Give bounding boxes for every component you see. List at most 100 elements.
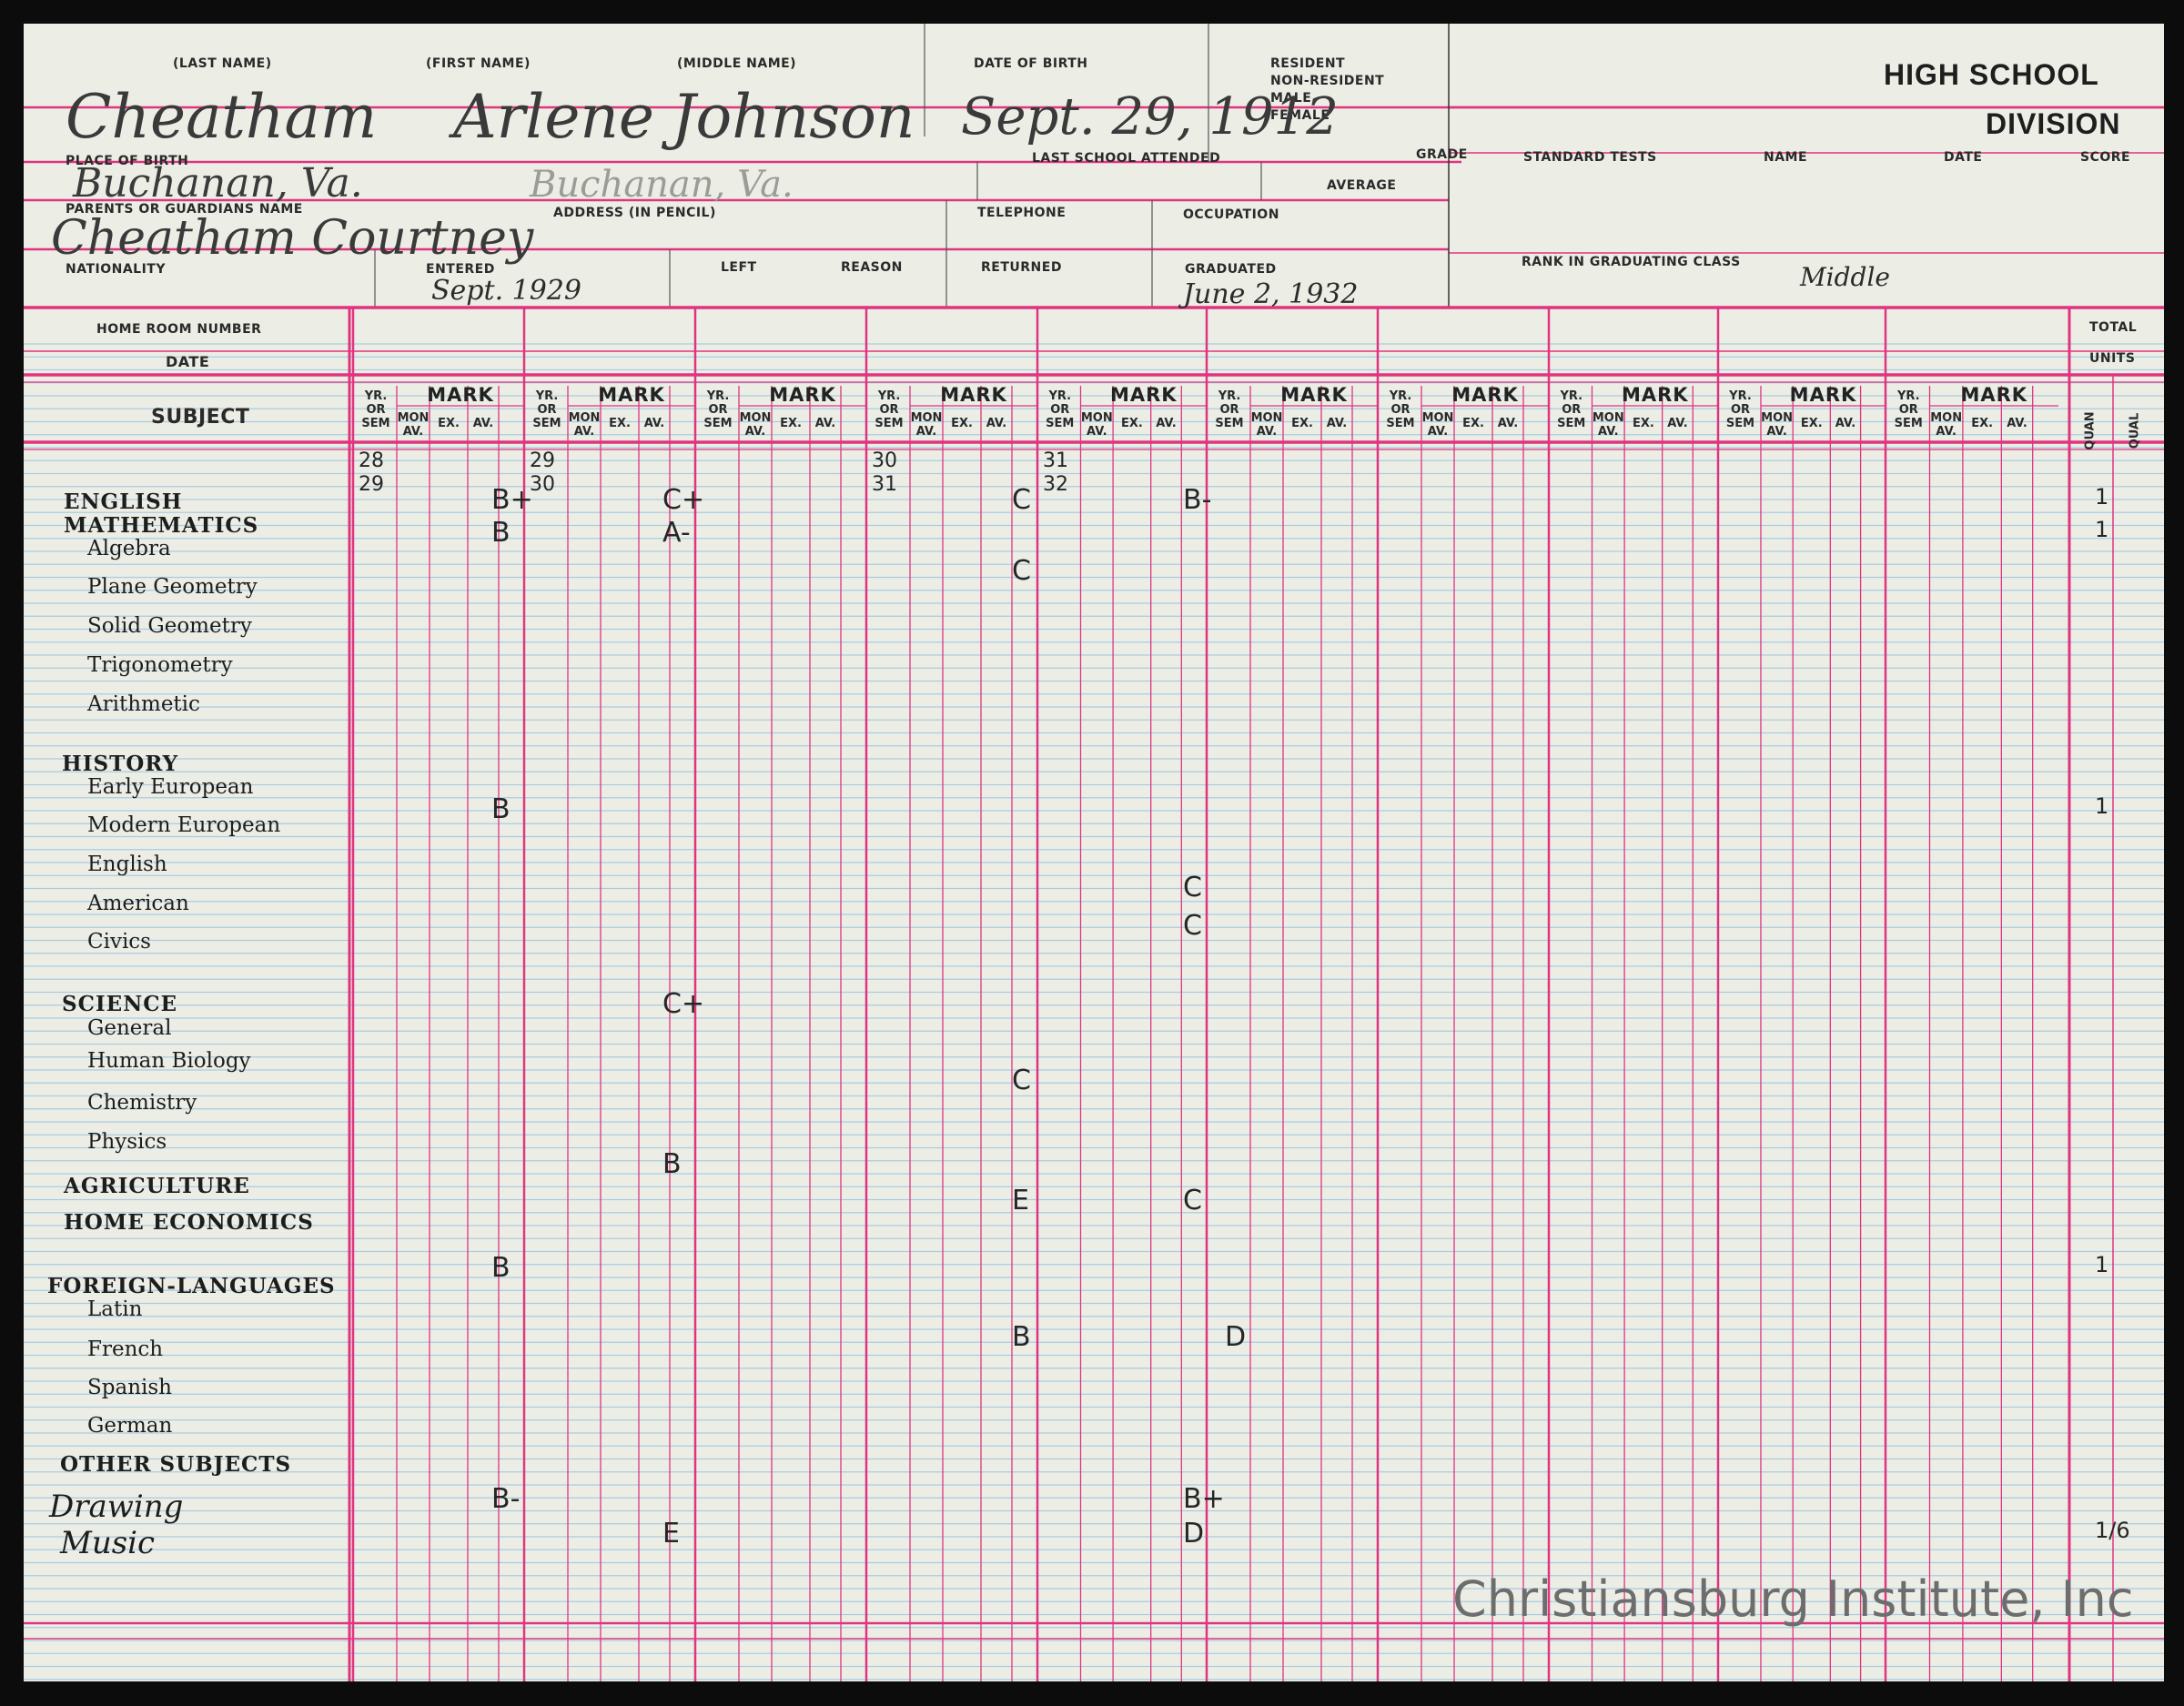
address-value: Buchanan, Va. <box>530 164 794 206</box>
left-label: LEFT <box>721 260 757 275</box>
first-name-value: Arlene <box>453 82 654 152</box>
grade-mark: C <box>1183 910 1202 942</box>
av-label: AV. <box>986 417 1007 430</box>
grade-mark: D <box>1183 1518 1205 1550</box>
subject-header-label: SUBJECT <box>151 406 250 429</box>
yr-sem-label: YR. OR SEM <box>1215 389 1244 430</box>
grade-mark: B+ <box>491 484 533 516</box>
mon-av-label: MON AV. <box>1250 411 1283 439</box>
mark-label: MARK <box>427 384 494 406</box>
telephone-label: TELEPHONE <box>977 206 1067 220</box>
grade-mark: C <box>1012 1065 1031 1096</box>
subject-row-label: Solid Geometry <box>87 614 252 638</box>
mark-label: MARK <box>940 384 1007 406</box>
sem-year: 30 <box>530 473 555 496</box>
middle-name-value: Johnson <box>672 82 915 152</box>
ex-label: EX. <box>1120 417 1143 430</box>
ex-label: EX. <box>951 417 973 430</box>
sem-year: 31 <box>872 473 897 496</box>
grade-mark: C+ <box>662 484 705 516</box>
subject-row-label: French <box>87 1338 164 1361</box>
subject-row-label: Trigonometry <box>87 653 233 677</box>
female-label: FEMALE <box>1270 108 1330 123</box>
first-name-label: (FIRST NAME) <box>426 56 531 71</box>
dob-label: DATE OF BIRTH <box>974 56 1088 71</box>
subject-row-label: Modern European <box>87 813 281 837</box>
mon-av-label: MON AV. <box>568 411 601 439</box>
grade-mark: C <box>1012 555 1031 587</box>
subject-row-label: American <box>87 892 189 915</box>
last-school-label: LAST SCHOOL ATTENDED <box>1032 151 1221 166</box>
mark-label: MARK <box>1280 384 1348 406</box>
subject-category: MATHEMATICS <box>64 513 259 538</box>
subject-category: HISTORY <box>62 752 179 776</box>
sem-year: 28 <box>359 449 384 472</box>
av-label: AV. <box>1497 417 1519 430</box>
date-row-label: DATE <box>166 353 210 370</box>
mon-av-label: MON AV. <box>739 411 772 439</box>
nationality-label: NATIONALITY <box>66 262 166 277</box>
yr-sem-label: YR. OR SEM <box>1894 389 1923 430</box>
grade-mark: B+ <box>1183 1483 1225 1515</box>
grade-label: GRADE <box>1416 147 1468 162</box>
subject-category: OTHER SUBJECTS <box>60 1452 292 1477</box>
mon-av-label: MON AV. <box>1930 411 1963 439</box>
grade-mark: C+ <box>662 988 705 1020</box>
grade-mark: C <box>1183 872 1202 903</box>
tests-name-label: NAME <box>1764 150 1808 165</box>
subject-category: HOME ECONOMICS <box>64 1210 314 1235</box>
subject-category: ENGLISH <box>64 490 183 514</box>
standard-tests-label: STANDARD TESTS <box>1523 150 1657 165</box>
grade-mark: D <box>1225 1321 1247 1353</box>
grade-mark: 1 <box>2095 793 2109 819</box>
subject-row-label: Spanish <box>87 1376 172 1399</box>
home-room-label: HOME ROOM NUMBER <box>96 322 262 337</box>
ruled-grid <box>24 24 2164 1681</box>
grade-mark: E <box>1012 1185 1029 1216</box>
ex-label: EX. <box>1971 417 1994 430</box>
subject-row-label: English <box>87 853 167 876</box>
quan-label: QUAN <box>2083 411 2098 450</box>
mark-label: MARK <box>1109 384 1178 406</box>
ex-label: EX. <box>1800 417 1823 430</box>
grade-mark: B- <box>491 1483 521 1515</box>
ex-label: EX. <box>438 417 460 430</box>
dob-value: Sept. 29, 1912 <box>961 87 1339 146</box>
nonresident-label: NON-RESIDENT <box>1270 74 1385 88</box>
units-label: UNITS <box>2089 351 2136 366</box>
grade-mark: E <box>662 1518 680 1550</box>
grade-mark: 1/6 <box>2095 1518 2130 1543</box>
rank-value: Middle <box>1800 262 1890 292</box>
address-label: ADDRESS (IN PENCIL) <box>553 206 716 220</box>
total-label: TOTAL <box>2089 320 2138 335</box>
mon-av-label: MON AV. <box>1080 411 1113 439</box>
title-division: DIVISION <box>1986 107 2121 140</box>
subject-category: AGRICULTURE <box>64 1174 250 1198</box>
ex-label: EX. <box>609 417 631 430</box>
subject-category: FOREIGN-LANGUAGES <box>47 1274 336 1298</box>
mon-av-label: MON AV. <box>910 411 943 439</box>
grade-mark: B <box>491 1252 511 1284</box>
yr-sem-label: YR. OR SEM <box>1386 389 1415 430</box>
grade-mark: 1 <box>2095 517 2109 542</box>
ex-label: EX. <box>1291 417 1313 430</box>
resident-label: RESIDENT <box>1270 56 1346 71</box>
av-label: AV. <box>472 417 494 430</box>
grade-mark: B <box>491 793 511 825</box>
grade-mark: 1 <box>2095 484 2109 510</box>
average-label: AVERAGE <box>1327 178 1397 193</box>
subject-row-label: Early European <box>87 775 254 799</box>
grade-mark: 1 <box>2095 1252 2109 1277</box>
mon-av-label: MON AV. <box>397 411 430 439</box>
grade-mark: C <box>1012 484 1031 516</box>
mon-av-label: MON AV. <box>1761 411 1794 439</box>
tests-date-label: DATE <box>1944 150 1983 165</box>
av-label: AV. <box>1156 417 1177 430</box>
mon-av-label: MON AV. <box>1421 411 1454 439</box>
ex-label: EX. <box>780 417 802 430</box>
record-card: (LAST NAME) (FIRST NAME) (MIDDLE NAME) D… <box>24 24 2164 1681</box>
watermark: Christiansburg Institute, Inc <box>1452 1570 2134 1628</box>
mon-av-label: MON AV. <box>1592 411 1624 439</box>
place-of-birth-value: Buchanan, Va. <box>73 160 363 207</box>
last-name-value: Cheatham <box>66 82 378 152</box>
